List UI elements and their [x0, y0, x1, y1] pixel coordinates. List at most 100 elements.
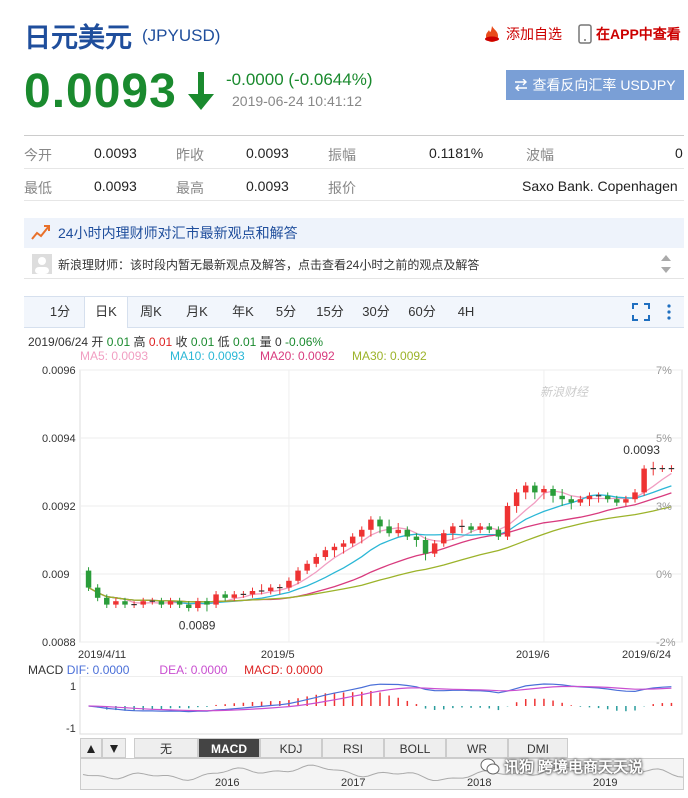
chart-period-tabs: 1分 日K 周K 月K 年K 5分 15分 30分 60分 4H: [24, 296, 684, 328]
wechat-icon: [480, 758, 500, 774]
news-message: 新浪理财师：该时段内暂无最新观点及解答，点击查看24小时之前的观点及解答: [58, 257, 480, 272]
candle: [304, 560, 310, 574]
add-favorite-button[interactable]: 添加自选: [482, 24, 562, 44]
indicator-macd[interactable]: MACD: [198, 738, 260, 758]
x-tick-label: 2019/5: [261, 649, 295, 660]
candle-body: [422, 540, 429, 554]
candle: [668, 465, 675, 472]
chart-watermark: 新浪财经: [540, 385, 590, 399]
divider: [24, 200, 684, 201]
candle: [176, 597, 183, 608]
macd-dea: DEA: 0.0000: [159, 663, 228, 677]
view-in-app-button[interactable]: 在APP中查看: [578, 24, 681, 44]
stat-value-open: 0.0093: [94, 145, 137, 161]
candle: [349, 533, 356, 547]
candle-body: [122, 601, 128, 605]
indicator-wr[interactable]: WR: [446, 738, 508, 758]
candle-body: [395, 529, 401, 534]
y-right-tick-label: 0%: [656, 569, 672, 581]
stat-value-high: 0.0093: [246, 178, 289, 194]
ohlc-date: 2019/06/24: [28, 335, 89, 349]
tab-daily-k[interactable]: 日K: [84, 297, 128, 328]
candle: [431, 540, 438, 557]
indicator-none[interactable]: 无: [134, 738, 198, 758]
indicator-kdj[interactable]: KDJ: [260, 738, 322, 758]
macd-chart[interactable]: 1 -1: [0, 676, 688, 736]
ohlc-high-label: 高: [133, 335, 146, 349]
candle-body: [386, 526, 392, 534]
macd-legend: MACD DIF: 0.0000 DEA: 0.0000 MACD: 0.000…: [28, 663, 323, 677]
candle: [659, 465, 666, 472]
stat-label-high: 最高: [176, 180, 204, 196]
tab-60min[interactable]: 60分: [408, 304, 436, 319]
candle-body: [176, 601, 183, 605]
ohlc-open: 0.01: [106, 335, 131, 349]
candle: [322, 546, 329, 561]
tab-yearly-k[interactable]: 年K: [232, 304, 254, 319]
stat-label-quote-source: 报价: [328, 180, 356, 196]
tab-monthly-k[interactable]: 月K: [186, 304, 208, 319]
tab-15min[interactable]: 15分: [316, 304, 344, 319]
stat-label-amplitude: 振幅: [328, 147, 356, 163]
candle-body: [614, 499, 620, 503]
candle-body: [222, 594, 228, 598]
candle-body: [522, 485, 529, 493]
triangle-down-icon: [110, 745, 118, 753]
tab-4h[interactable]: 4H: [457, 304, 475, 319]
scroll-up-button[interactable]: [80, 738, 102, 758]
down-arrow-icon: [188, 72, 214, 110]
candle-body: [94, 587, 101, 598]
indicator-rsi[interactable]: RSI: [322, 738, 384, 758]
reverse-rate-button[interactable]: 查看反向汇率 USDJPY: [506, 70, 684, 100]
trend-icon: [31, 225, 50, 240]
candlestick-chart[interactable]: 0.0096 7% 0.0094 5% 0.0092 3% 0.009 0% 0.0088 -2%…: [0, 360, 688, 660]
fullscreen-icon[interactable]: [632, 303, 650, 321]
tab-5min[interactable]: 5分: [275, 304, 297, 319]
candle: [614, 495, 620, 506]
ohlc-low-label: 低: [217, 335, 230, 349]
candle-body: [85, 570, 92, 588]
stat-label-volatility: 波幅: [526, 147, 554, 163]
indicator-boll[interactable]: BOLL: [384, 738, 446, 758]
candle: [486, 523, 493, 534]
candle-body: [541, 489, 547, 493]
candle-body: [604, 495, 611, 500]
tab-30min[interactable]: 30分: [362, 304, 390, 319]
tab-1min[interactable]: 1分: [49, 304, 71, 319]
ma-line: [88, 485, 672, 605]
candle-body: [623, 499, 629, 503]
ma-line: [88, 472, 672, 605]
candle: [477, 523, 483, 534]
candle: [386, 519, 392, 537]
candle: [158, 597, 165, 608]
ma5-label: MA5: 0.0093: [80, 349, 149, 363]
stat-value-volatility: 0: [675, 145, 683, 161]
news-header[interactable]: 24小时内理财师对汇市最新观点和解答: [24, 218, 684, 248]
ohlc-high: 0.01: [148, 335, 173, 349]
y-right-tick-label: -2%: [656, 637, 676, 649]
scroll-updown-icon[interactable]: [660, 253, 672, 275]
candle-body: [559, 495, 565, 500]
time-navigator[interactable]: 2016 2017 2018 2019: [80, 758, 684, 790]
current-price: 0.0093: [24, 65, 177, 118]
candle-body: [186, 604, 192, 608]
stat-label-low: 最低: [24, 180, 52, 196]
candle: [122, 597, 128, 608]
ohlc-close: 0.01: [190, 335, 215, 349]
reverse-rate-label: 查看反向汇率 USDJPY: [532, 77, 676, 93]
navigator-sparkline: 2016 2017 2018 2019: [82, 764, 684, 789]
more-menu-icon[interactable]: [666, 303, 672, 321]
flame-icon: [485, 26, 499, 42]
candle-body: [477, 526, 483, 530]
ma-line: [88, 492, 672, 603]
tab-weekly-k[interactable]: 周K: [140, 304, 162, 319]
scroll-down-button[interactable]: [102, 738, 126, 758]
candle-body: [304, 563, 310, 571]
candle-body: [322, 550, 329, 557]
candle: [113, 597, 119, 608]
news-item[interactable]: 新浪理财师：该时段内暂无最新观点及解答，点击查看24小时之前的观点及解答: [24, 250, 684, 279]
nav-year-2018: 2018: [467, 777, 491, 789]
x-tick-label: 2019/4/11: [78, 649, 126, 660]
indicator-dmi[interactable]: DMI: [508, 738, 568, 758]
swap-icon: [515, 79, 528, 91]
